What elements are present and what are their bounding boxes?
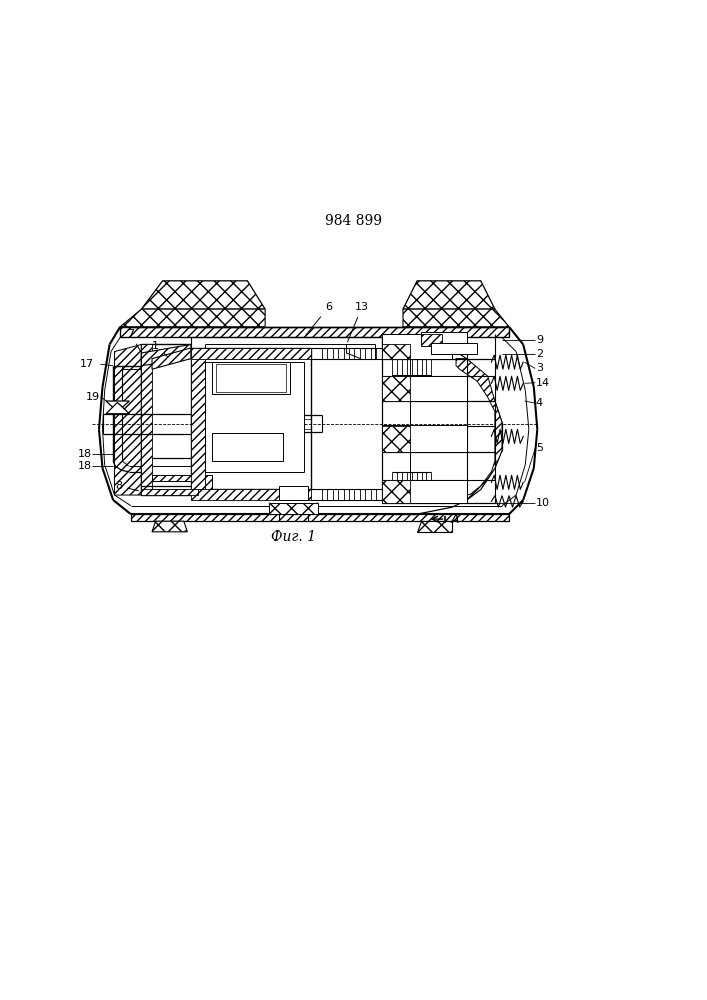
Bar [212,433,283,461]
Polygon shape [403,281,495,309]
Bar [191,348,311,489]
Polygon shape [382,480,410,503]
Bar [431,343,477,354]
Polygon shape [141,344,152,495]
Polygon shape [191,348,205,489]
Bar [382,480,467,503]
Polygon shape [152,348,191,369]
Polygon shape [382,376,410,401]
Text: 2: 2 [536,349,543,359]
Bar [205,362,304,472]
Polygon shape [131,514,509,521]
Text: 10: 10 [536,498,550,508]
Text: Фиг. 1: Фиг. 1 [271,530,316,544]
Polygon shape [141,281,265,309]
Text: 984 899: 984 899 [325,214,382,228]
Polygon shape [191,348,311,359]
Text: 1: 1 [152,341,168,357]
Bar [216,364,286,392]
Text: 18: 18 [78,461,92,471]
Text: 8: 8 [115,481,139,491]
Bar [382,376,467,401]
Polygon shape [141,344,191,366]
Text: 9: 9 [536,335,543,345]
Text: 14: 14 [536,378,550,388]
Text: 19: 19 [86,392,100,402]
Polygon shape [382,344,410,359]
Polygon shape [382,426,410,452]
Polygon shape [152,475,212,495]
Bar [382,334,452,359]
Polygon shape [421,334,442,346]
Polygon shape [403,309,509,327]
Polygon shape [141,489,198,495]
Bar [279,486,308,500]
Polygon shape [191,489,311,500]
Text: 18: 18 [78,449,92,459]
Text: A: A [436,313,445,326]
Text: 4: 4 [536,398,543,408]
Polygon shape [152,521,187,532]
Polygon shape [120,327,509,337]
Text: 6: 6 [305,302,332,335]
Polygon shape [417,521,452,532]
Polygon shape [120,309,265,327]
Text: 5: 5 [536,443,543,453]
Bar [421,332,467,346]
Polygon shape [115,344,141,495]
Polygon shape [106,401,129,412]
Polygon shape [456,359,502,500]
Text: A: A [451,513,460,526]
Polygon shape [106,402,129,414]
Text: 7: 7 [127,329,140,351]
Text: 17: 17 [80,359,94,369]
Text: 13: 13 [348,302,369,342]
Bar [212,362,290,394]
Bar [382,425,467,452]
Polygon shape [269,503,318,514]
Text: 3: 3 [536,363,543,373]
